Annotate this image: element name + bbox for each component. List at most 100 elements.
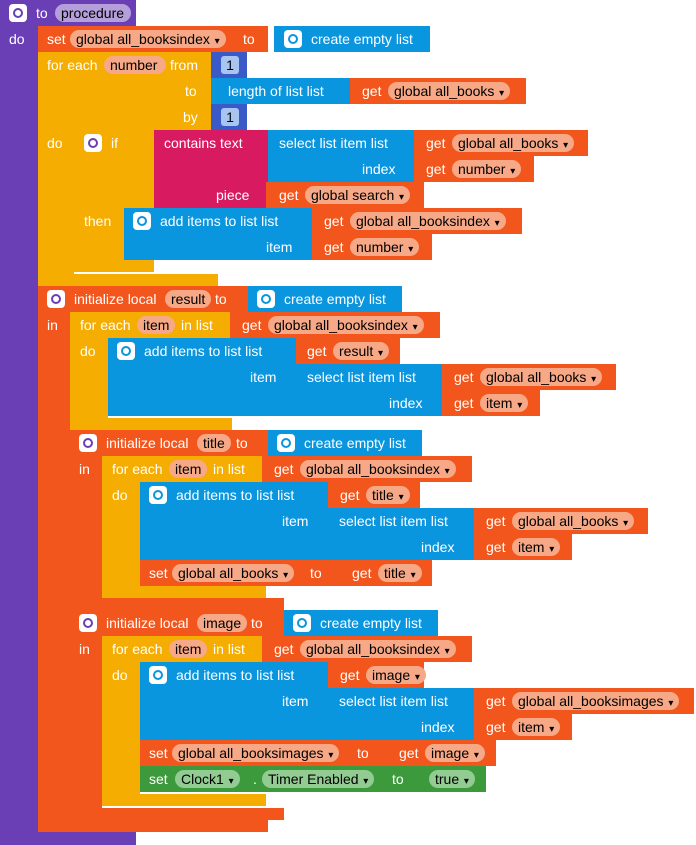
- image-add-items-gear-icon[interactable]: [149, 666, 167, 684]
- local-image-left-bar: [70, 610, 102, 820]
- true-dropdown[interactable]: true: [429, 770, 475, 788]
- length-get-var-dropdown[interactable]: global all_books: [388, 82, 511, 100]
- procedure-bottom-bar: [0, 832, 136, 845]
- image-for-item-left-bar: [102, 636, 140, 806]
- from-number-value[interactable]: 1: [221, 56, 239, 74]
- title-for-list-var-dropdown[interactable]: global all_booksindex: [300, 460, 456, 478]
- title-select-index-label: index: [421, 539, 455, 555]
- local-image-create-gear-icon[interactable]: [293, 614, 311, 632]
- result-add-list-var-dropdown[interactable]: result: [333, 342, 390, 360]
- if-select-list-item-block[interactable]: [268, 130, 416, 182]
- local-title-gear-icon[interactable]: [79, 434, 97, 452]
- image-select-get-label: get: [486, 693, 506, 709]
- local-result-create-label: create empty list: [284, 291, 386, 307]
- local-title-init-label: initialize local: [106, 435, 189, 451]
- image-select-list-item-block[interactable]: [328, 688, 478, 740]
- set-index-create-gear-icon[interactable]: [284, 30, 302, 48]
- result-select-list-item-block[interactable]: [296, 364, 446, 416]
- title-for-do-label: do: [112, 487, 128, 503]
- result-add-items-block[interactable]: [108, 338, 298, 416]
- if-index-var-dropdown[interactable]: number: [452, 160, 522, 178]
- length-of-list-block[interactable]: [211, 78, 351, 104]
- image-add-items-label: add items to list list: [176, 667, 295, 683]
- contains-text-block[interactable]: [154, 130, 268, 208]
- result-for-each-label: for each: [80, 317, 131, 333]
- local-title-name-field[interactable]: title: [197, 434, 231, 452]
- image-index-get-label: get: [486, 719, 506, 735]
- if-gear-icon[interactable]: [84, 134, 102, 152]
- clock-to-label: to: [392, 771, 404, 787]
- procedure-to-label: to: [36, 5, 48, 21]
- image-select-var-dropdown[interactable]: global all_booksimages: [512, 692, 680, 710]
- title-set-get-var-dropdown[interactable]: title: [378, 564, 422, 582]
- local-image-block[interactable]: [70, 610, 284, 636]
- if-select-get-label: get: [426, 135, 446, 151]
- local-result-gear-icon[interactable]: [47, 290, 65, 308]
- title-for-item-bottom-bar: [102, 586, 266, 598]
- result-for-var-field[interactable]: item: [137, 316, 176, 334]
- title-index-var-dropdown[interactable]: item: [512, 538, 561, 556]
- image-index-var-dropdown[interactable]: item: [512, 718, 561, 736]
- image-set-get-var-dropdown[interactable]: image: [425, 744, 485, 762]
- title-add-items-gear-icon[interactable]: [149, 486, 167, 504]
- result-index-var-dropdown[interactable]: item: [480, 394, 529, 412]
- if-bottom-bar: [74, 260, 154, 272]
- for-number-to-label: to: [185, 83, 197, 99]
- result-for-list-get-label: get: [242, 317, 262, 333]
- title-set-var-dropdown[interactable]: global all_books: [172, 564, 295, 582]
- local-result-create-gear-icon[interactable]: [257, 290, 275, 308]
- local-result-left-bar: [38, 286, 70, 832]
- title-for-item-left-bar: [102, 456, 140, 598]
- title-select-var-dropdown[interactable]: global all_books: [512, 512, 635, 530]
- if-select-var-dropdown[interactable]: global all_books: [452, 134, 575, 152]
- if-add-item-var-dropdown[interactable]: number: [350, 238, 420, 256]
- result-select-var-dropdown[interactable]: global all_books: [480, 368, 603, 386]
- result-add-list-get-label: get: [307, 343, 327, 359]
- image-add-list-var-dropdown[interactable]: image: [366, 666, 426, 684]
- result-add-items-label: add items to list list: [144, 343, 263, 359]
- length-get-label: get: [362, 83, 382, 99]
- if-add-items-gear-icon[interactable]: [133, 212, 151, 230]
- local-image-name-field[interactable]: image: [197, 614, 248, 632]
- title-select-list-item-block[interactable]: [328, 508, 478, 560]
- title-set-to-label: to: [310, 565, 322, 581]
- image-for-var-field[interactable]: item: [169, 640, 208, 658]
- title-index-get-label: get: [486, 539, 506, 555]
- result-for-list-var-dropdown[interactable]: global all_booksindex: [268, 316, 424, 334]
- local-title-block[interactable]: [70, 430, 270, 456]
- local-result-name-field[interactable]: result: [165, 290, 212, 308]
- image-for-do-label: do: [112, 667, 128, 683]
- image-set-var-dropdown[interactable]: global all_booksimages: [172, 744, 340, 762]
- title-add-items-block[interactable]: [140, 482, 330, 560]
- image-add-item-label: item: [282, 693, 309, 709]
- for-number-do-label: do: [47, 135, 63, 151]
- title-for-each-label: for each: [112, 461, 163, 477]
- local-result-in-label: in: [47, 317, 58, 333]
- clock-component-dropdown[interactable]: Clock1: [175, 770, 240, 788]
- title-add-list-get-label: get: [340, 487, 360, 503]
- result-add-items-gear-icon[interactable]: [117, 342, 135, 360]
- if-select-index-label: index: [362, 161, 396, 177]
- image-for-list-var-dropdown[interactable]: global all_booksindex: [300, 640, 456, 658]
- title-add-list-var-dropdown[interactable]: title: [366, 486, 410, 504]
- if-add-items-block[interactable]: [124, 208, 314, 260]
- procedure-name-field[interactable]: procedure: [55, 4, 131, 22]
- if-select-list-item-label: select list item list: [279, 135, 388, 151]
- if-add-list-var-dropdown[interactable]: global all_booksindex: [350, 212, 506, 230]
- procedure-gear-icon[interactable]: [9, 4, 27, 22]
- if-then-label: then: [84, 213, 112, 229]
- set-index-var-dropdown[interactable]: global all_booksindex: [70, 30, 226, 48]
- piece-get-label: get: [279, 187, 299, 203]
- image-add-items-block[interactable]: [140, 662, 330, 740]
- local-result-block[interactable]: [38, 286, 248, 312]
- local-image-gear-icon[interactable]: [79, 614, 97, 632]
- by-number-value[interactable]: 1: [221, 108, 239, 126]
- piece-var-dropdown[interactable]: global search: [305, 186, 411, 204]
- title-set-get-label: get: [352, 565, 372, 581]
- result-for-do-label: do: [80, 343, 96, 359]
- local-title-create-gear-icon[interactable]: [277, 434, 295, 452]
- for-number-var-field[interactable]: number: [104, 56, 166, 74]
- set-index-to-label: to: [243, 31, 255, 47]
- clock-property-dropdown[interactable]: Timer Enabled: [262, 770, 375, 788]
- title-for-var-field[interactable]: item: [169, 460, 208, 478]
